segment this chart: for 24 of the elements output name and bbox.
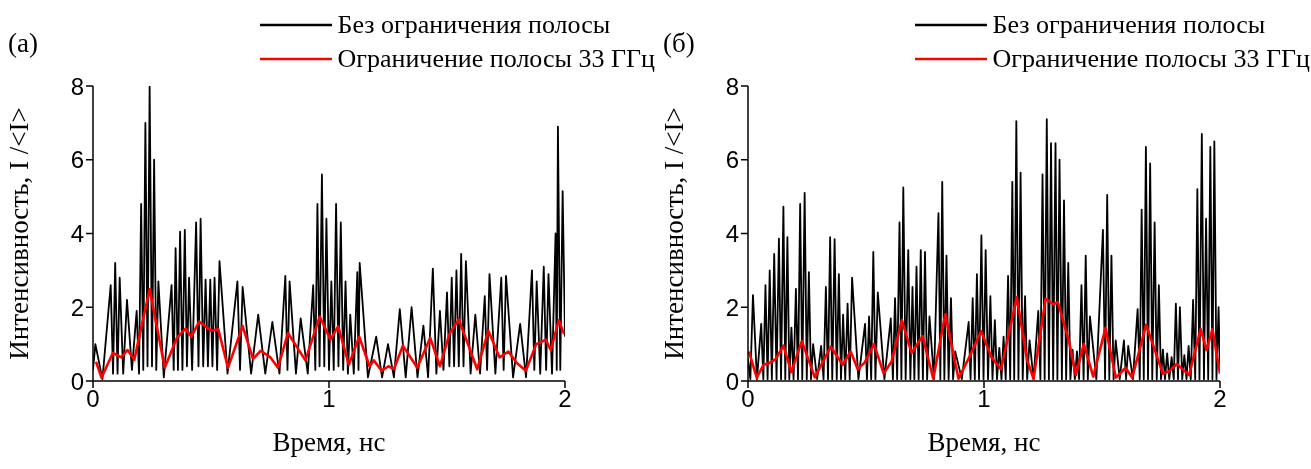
y-tick-label: 6 [70, 146, 84, 174]
y-tick-label: 2 [725, 293, 739, 321]
legend-label: Без ограничения полосы [337, 10, 611, 40]
y-tick-label: 2 [70, 293, 84, 321]
x-tick-label: 2 [558, 385, 572, 413]
y-tick-label: 4 [725, 220, 739, 248]
x-tick-label: 2 [1213, 385, 1227, 413]
x-axis-title: Время, нс [272, 427, 386, 457]
x-tick-label: 1 [977, 385, 991, 413]
text: (а) [8, 28, 38, 59]
legend-label: Ограничение полосы 33 ГГц [992, 44, 1310, 74]
legend-label: Без ограничения полосы [992, 10, 1266, 40]
y-tick-label: 8 [70, 72, 84, 100]
y-tick-label: 0 [725, 367, 739, 395]
y-tick-label: 4 [70, 220, 84, 248]
text: (б) [663, 28, 695, 59]
y-tick-label: 8 [725, 72, 739, 100]
y-tick-label: 6 [725, 146, 739, 174]
y-axis-title: Интенсивность, I /<I> [658, 107, 689, 360]
y-tick-label: 0 [70, 367, 84, 395]
y-axis-title: Интенсивность, I /<I> [3, 107, 34, 360]
x-axis-title: Время, нс [927, 427, 1041, 457]
x-tick-label: 1 [322, 385, 336, 413]
legend-label: Ограничение полосы 33 ГГц [337, 44, 655, 74]
